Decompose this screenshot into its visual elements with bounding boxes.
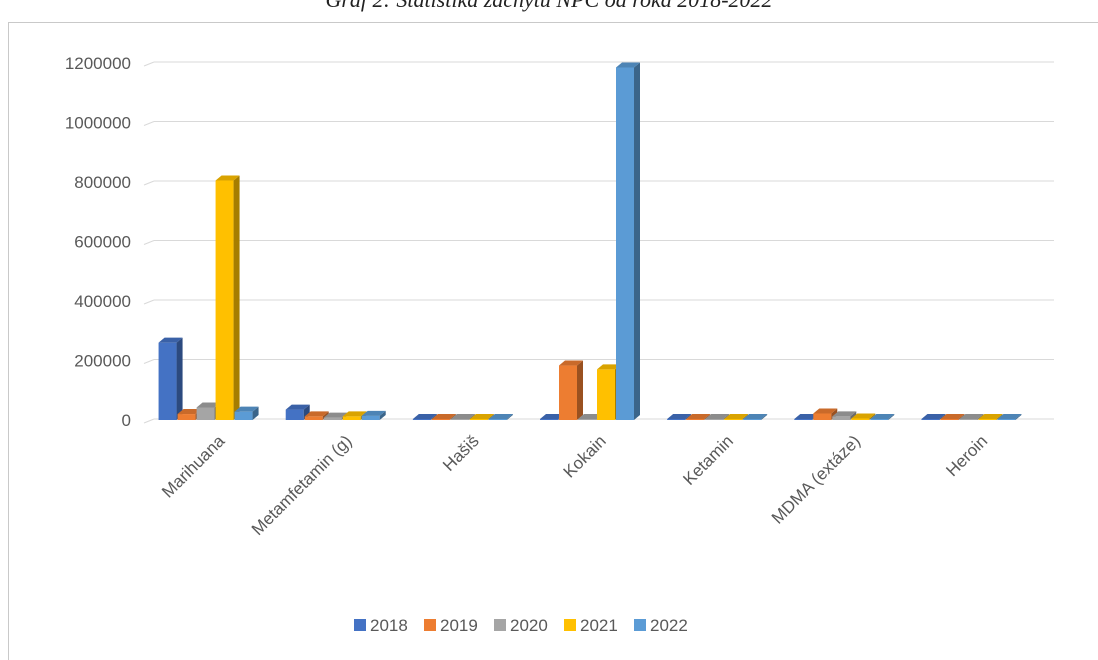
legend-item: 2018	[354, 616, 408, 635]
bar	[616, 62, 640, 421]
y-tick-label: 1200000	[65, 54, 131, 73]
bar	[940, 414, 965, 420]
x-tick-label: Kokain	[560, 431, 610, 481]
gridline-depth	[143, 180, 155, 186]
legend-label: 2019	[440, 616, 478, 635]
y-tick-label: 1000000	[65, 114, 131, 133]
bar	[851, 413, 876, 420]
legend-swatch	[634, 619, 646, 631]
bar	[667, 414, 692, 420]
gridline-depth	[143, 61, 155, 67]
legend-item: 2022	[634, 616, 688, 635]
bar	[431, 414, 456, 420]
bar	[215, 175, 240, 420]
legend-item: 2021	[564, 616, 618, 635]
legend-swatch	[354, 619, 366, 631]
y-tick-label: 800000	[74, 173, 131, 192]
legend-swatch	[494, 619, 506, 631]
bar	[412, 414, 437, 420]
legend-label: 2018	[370, 616, 408, 635]
gridline-depth	[143, 299, 155, 305]
x-tick-label: Heroin	[942, 431, 991, 480]
bar	[959, 414, 984, 420]
chart-frame: 0 200000 400000 600000 800000 1000000 1200000 …	[8, 22, 1098, 660]
bar	[978, 414, 1003, 420]
y-axis-tick-labels: 0 200000 400000 600000 800000 1000000 1200000	[65, 54, 131, 430]
x-axis-tick-labels: Marihuana Metamfetamin (g) Hašiš Kokain Keta…	[158, 431, 991, 539]
x-tick-label: Metamfetamin (g)	[248, 431, 356, 539]
bar	[705, 414, 730, 420]
bar	[832, 411, 857, 420]
gridline-depth	[143, 121, 155, 126]
y-tick-label: 200000	[74, 352, 131, 371]
y-tick-label: 400000	[74, 292, 131, 311]
bar	[686, 414, 711, 420]
bar	[488, 414, 513, 420]
bar	[921, 414, 946, 420]
legend-item: 2020	[494, 616, 548, 635]
bar	[234, 406, 259, 420]
legend-label: 2021	[580, 616, 618, 635]
bar	[158, 337, 183, 420]
bar-chart: 020000040000060000080000010000001200000 …	[65, 54, 1054, 635]
bars	[158, 62, 1022, 421]
legend-swatch	[424, 619, 436, 631]
legend-item: 2019	[424, 616, 478, 635]
gridline-depth	[143, 418, 155, 424]
y-tick-label: 600000	[74, 233, 131, 252]
x-tick-label: MDMA (extáze)	[768, 431, 864, 527]
legend-label: 2022	[650, 616, 688, 635]
legend: 2018 2019 2020 2021 2022	[354, 616, 688, 635]
x-tick-label: Hašiš	[439, 431, 482, 474]
bar	[724, 414, 749, 420]
y-tick-label: 0	[122, 411, 131, 430]
x-tick-label: Marihuana	[158, 431, 229, 502]
bar	[469, 414, 494, 420]
bar	[743, 414, 768, 420]
bar	[997, 414, 1022, 420]
bar	[559, 360, 583, 420]
bar	[361, 410, 386, 420]
legend-swatch	[564, 619, 576, 631]
legend-label: 2020	[510, 616, 548, 635]
gridline-depth	[143, 359, 155, 364]
gridline-depth	[143, 240, 155, 245]
figure-caption: Graf 2: Štatistika záchytu NPC od roka 2…	[0, 0, 1098, 13]
bar	[450, 414, 475, 420]
bar	[870, 414, 895, 420]
x-tick-label: Ketamin	[679, 431, 737, 489]
